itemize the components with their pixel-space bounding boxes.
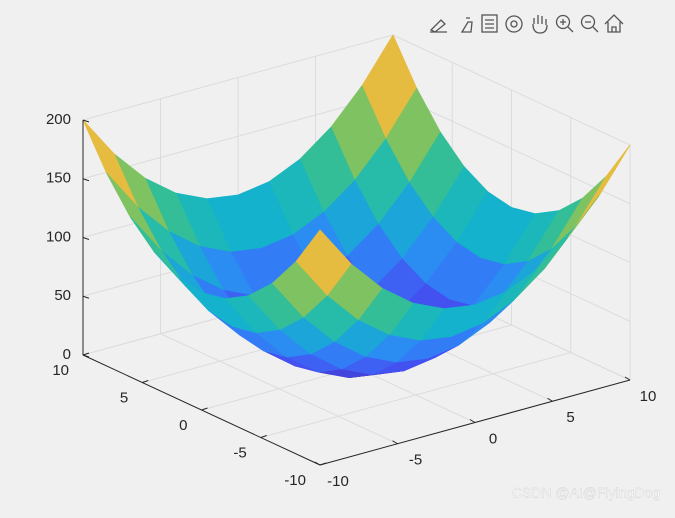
grid-line bbox=[260, 352, 571, 438]
x-tick bbox=[547, 397, 553, 402]
grid-line bbox=[82, 93, 394, 180]
pan-button[interactable] bbox=[532, 15, 548, 34]
z-tick-label: 100 bbox=[46, 228, 71, 245]
zoom-out-button[interactable] bbox=[580, 14, 599, 33]
toolbar bbox=[429, 14, 624, 34]
z-tick bbox=[82, 178, 90, 182]
zoom-in-button[interactable] bbox=[555, 14, 574, 33]
y-tick bbox=[319, 462, 327, 466]
z-tick-label: 50 bbox=[54, 287, 71, 304]
x-tick-label: -10 bbox=[327, 473, 349, 490]
y-tick bbox=[201, 407, 208, 411]
x-tick bbox=[314, 461, 321, 466]
z-tick-label: 150 bbox=[46, 170, 71, 187]
grid-line bbox=[392, 93, 631, 205]
y-tick bbox=[260, 435, 267, 438]
y-tick-label: -5 bbox=[233, 444, 246, 461]
x-tick bbox=[392, 440, 398, 445]
watermark: CSDN @AI@FlyingDog bbox=[512, 485, 660, 501]
y-tick bbox=[142, 380, 149, 383]
grid-line bbox=[82, 34, 394, 121]
home-button[interactable] bbox=[604, 14, 624, 33]
x-tick-label: 10 bbox=[640, 388, 657, 405]
z-tick bbox=[82, 237, 90, 240]
x-tick bbox=[624, 376, 631, 381]
y-tick-label: 0 bbox=[179, 417, 187, 434]
brush-button[interactable] bbox=[460, 17, 473, 33]
legend-button[interactable] bbox=[481, 14, 498, 33]
y-tick-label: 10 bbox=[52, 362, 69, 379]
z-tick-label: 0 bbox=[63, 346, 71, 363]
surface-patch bbox=[295, 229, 352, 296]
y-tick-label: 5 bbox=[120, 389, 128, 406]
z-tick-label: 200 bbox=[46, 111, 71, 128]
z-tick bbox=[82, 354, 90, 358]
rotate-button[interactable] bbox=[505, 15, 523, 33]
z-tick bbox=[82, 295, 90, 299]
z-tick bbox=[82, 119, 90, 123]
x-tick-label: 5 bbox=[566, 409, 574, 426]
y-tick-label: -10 bbox=[284, 472, 306, 489]
edit-button[interactable] bbox=[429, 19, 447, 33]
x-tick-label: -5 bbox=[409, 452, 422, 469]
x-tick-label: 0 bbox=[489, 430, 497, 447]
x-tick bbox=[469, 419, 476, 423]
y-tick bbox=[82, 352, 90, 356]
grid-line bbox=[392, 34, 631, 146]
